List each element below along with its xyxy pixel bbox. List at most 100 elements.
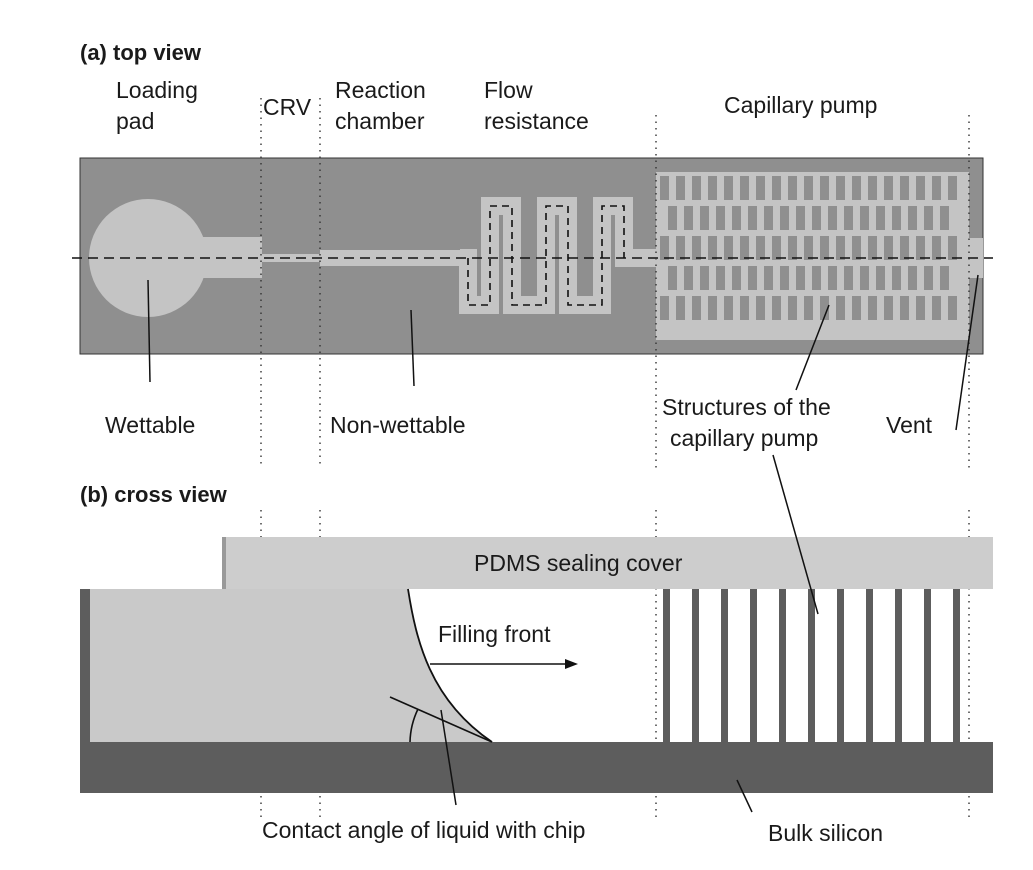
pump-pillar — [924, 206, 933, 230]
pump-pillar — [724, 236, 733, 260]
liquid-fill — [90, 589, 492, 742]
pump-pillar — [900, 296, 909, 320]
vent-label: Vent — [886, 412, 933, 438]
contact-angle-arc — [409, 708, 419, 743]
region-dividers — [260, 98, 970, 820]
pump-pillar — [788, 176, 797, 200]
pump-pillar — [948, 236, 957, 260]
flow-resistance-label-line2: resistance — [484, 108, 589, 134]
pump-pillar — [796, 266, 805, 290]
pump-pillar — [772, 296, 781, 320]
pump-pillar — [668, 266, 677, 290]
bulk-silicon-leader — [736, 779, 753, 813]
structures-label: Structures of the capillary pump — [662, 394, 837, 451]
pump-pillar — [764, 206, 773, 230]
bulk-silicon-label: Bulk silicon — [768, 820, 883, 846]
pump-pillar — [716, 206, 725, 230]
pump-pillar — [900, 176, 909, 200]
loading-pad-label-line2: pad — [116, 108, 154, 134]
pump-pillar — [812, 206, 821, 230]
structures-leader — [795, 304, 830, 391]
filling-front-label: Filling front — [438, 621, 551, 647]
pump-pillar — [772, 176, 781, 200]
pump-pillar — [892, 206, 901, 230]
top-view-heading: (a) top view — [80, 40, 202, 65]
pump-pillar — [740, 296, 749, 320]
pump-pillar — [740, 176, 749, 200]
pump-pillar — [692, 176, 701, 200]
pump-pillar — [756, 296, 765, 320]
pump-pillar — [676, 296, 685, 320]
pump-pillar — [748, 206, 757, 230]
pump-pillar — [940, 266, 949, 290]
pump-pillar — [948, 176, 957, 200]
pdms-cover-label: PDMS sealing cover — [474, 550, 683, 576]
pump-pillar — [764, 266, 773, 290]
pump-pillar — [676, 176, 685, 200]
cross-pump-pillar — [895, 589, 902, 742]
pump-pillar — [860, 206, 869, 230]
pump-pillar — [700, 206, 709, 230]
cross-pump-pillar — [808, 589, 815, 742]
pump-pillar — [820, 236, 829, 260]
pump-pillar — [820, 176, 829, 200]
top-view-callouts — [147, 274, 979, 431]
pump-pillar — [716, 266, 725, 290]
capillary-pump-pillars — [660, 176, 957, 320]
pump-pillar — [876, 266, 885, 290]
pump-pillar — [860, 266, 869, 290]
pump-pillar — [932, 176, 941, 200]
pump-pillar — [772, 236, 781, 260]
wettable-label: Wettable — [105, 412, 195, 438]
reaction-chamber-label-line1: Reaction — [335, 77, 426, 103]
pump-pillar — [788, 236, 797, 260]
pump-pillar — [900, 236, 909, 260]
crv-channel — [262, 254, 322, 262]
pump-pillar — [724, 296, 733, 320]
pump-pillar — [852, 236, 861, 260]
loading-pad — [89, 199, 207, 317]
pump-pillar — [740, 236, 749, 260]
cross-pump-pillar — [779, 589, 786, 742]
pump-pillar — [724, 176, 733, 200]
pump-pillar — [916, 176, 925, 200]
pump-pillar — [700, 266, 709, 290]
pump-pillar — [708, 296, 717, 320]
pump-pillar — [828, 206, 837, 230]
pump-pillar — [836, 176, 845, 200]
pump-pillar — [940, 206, 949, 230]
pump-pillar — [852, 176, 861, 200]
flow-resistance-label: Flow resistance — [484, 77, 589, 134]
pump-pillar — [796, 206, 805, 230]
pump-pillar — [884, 296, 893, 320]
pump-pillar — [708, 176, 717, 200]
cross-view-heading: (b) cross view — [80, 482, 228, 507]
cross-pump-pillar — [692, 589, 699, 742]
pdms-cover-step — [222, 537, 226, 589]
pump-pillar — [780, 206, 789, 230]
pump-pillar — [844, 206, 853, 230]
pump-pillar — [692, 236, 701, 260]
pump-pillar — [868, 236, 877, 260]
pump-pillar — [932, 296, 941, 320]
pump-pillar — [660, 296, 669, 320]
pump-pillar — [892, 266, 901, 290]
pump-pillar — [948, 296, 957, 320]
chip-left-wall — [80, 589, 90, 742]
wettable-leader — [147, 279, 151, 383]
pump-pillar — [868, 176, 877, 200]
reaction-chamber-label: Reaction chamber — [335, 77, 432, 134]
flow-resistance-centerline — [467, 205, 625, 306]
filling-front-arrowhead — [565, 659, 578, 669]
cross-pump-pillar — [924, 589, 931, 742]
pump-pillar — [820, 296, 829, 320]
cross-pump-pillar — [721, 589, 728, 742]
pump-pillar — [684, 206, 693, 230]
loading-pad-label: Loading pad — [116, 77, 204, 134]
pump-pillar — [908, 206, 917, 230]
pump-pillar — [836, 296, 845, 320]
loading-pad-label-line1: Loading — [116, 77, 198, 103]
reaction-chamber-channel — [320, 250, 460, 266]
pump-pillar — [812, 266, 821, 290]
pump-pillar — [732, 206, 741, 230]
